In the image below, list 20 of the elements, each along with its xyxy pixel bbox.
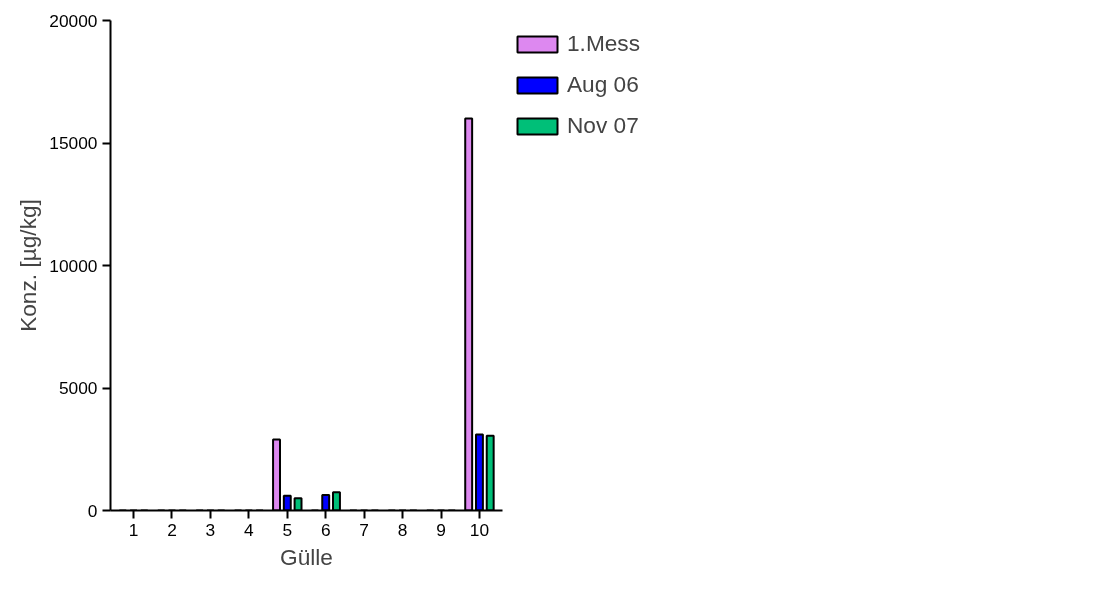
x-tick-label: 5 (282, 519, 293, 540)
x-tick-label: 1 (128, 519, 139, 540)
y-tick-label: 20000 (49, 10, 98, 31)
legend-label: Aug 06 (567, 71, 639, 98)
y-tick-label: 15000 (49, 133, 98, 153)
y-tick-label: 0 (87, 500, 98, 521)
y-tick-label: 5000 (58, 378, 98, 398)
x-tick-label: 6 (320, 519, 331, 540)
y-axis-title: Konz. [µg/kg] (15, 199, 42, 332)
x-tick-label: 8 (397, 519, 408, 540)
x-tick-label: 3 (205, 519, 216, 540)
x-tick-label: 9 (436, 519, 446, 540)
x-tick-label: 4 (244, 519, 255, 540)
x-tick-label: 7 (359, 519, 369, 540)
legend-label: Nov 07 (567, 112, 639, 139)
legend-label: 1.Mess (567, 30, 641, 57)
y-tick-label: 10000 (49, 255, 98, 276)
x-axis-title: Gülle (280, 543, 333, 570)
x-tick-label: 10 (469, 519, 490, 540)
x-tick-label: 2 (167, 519, 177, 540)
